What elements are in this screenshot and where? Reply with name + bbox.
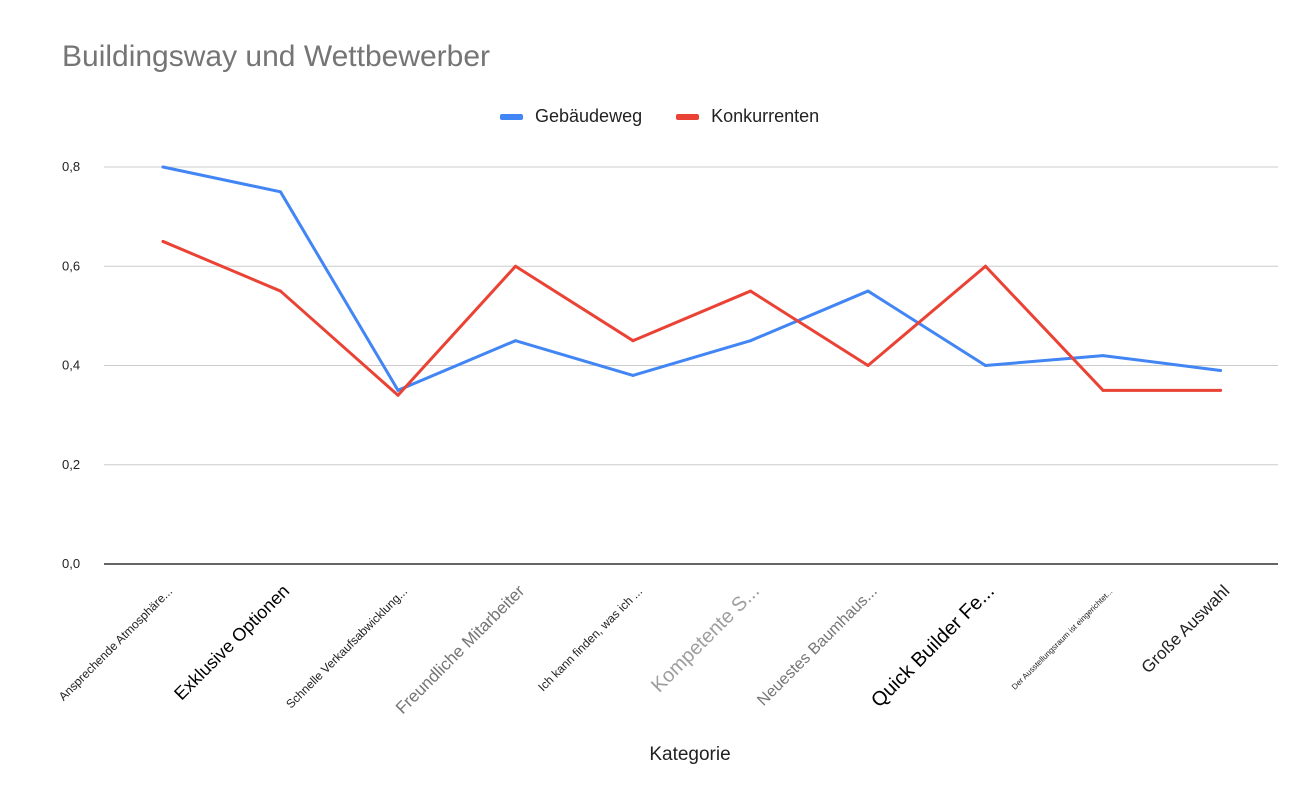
x-tick-label: Schnelle Verkaufsabwicklung...: [283, 584, 410, 711]
data-point-series-2: [984, 264, 987, 268]
data-point-series-1: [1101, 354, 1105, 358]
y-tick-label: 0,8: [62, 159, 80, 174]
legend-swatch-series-2: [676, 113, 700, 120]
x-tick-label: Große Auswahl: [1138, 581, 1234, 677]
y-tick-label: 0,2: [62, 457, 80, 472]
data-point-series-2: [1219, 388, 1222, 392]
data-point-series-1: [396, 388, 400, 392]
data-point-series-2: [279, 289, 282, 293]
series-line-2: [161, 239, 1222, 397]
x-tick-label: Freundliche Mitarbeiter: [392, 581, 529, 718]
legend-item-series-1[interactable]: Gebäudeweg: [500, 106, 642, 127]
y-tick-label: 0,6: [62, 258, 80, 273]
data-point-series-2: [866, 364, 870, 367]
y-tick-label: 0,4: [62, 358, 80, 373]
legend: Gebäudeweg Konkurrenten: [500, 106, 819, 127]
data-point-series-1: [749, 339, 752, 343]
x-tick-label: Ich kann finden, was ich ...: [535, 584, 645, 694]
data-point-series-2: [161, 239, 165, 243]
data-point-series-1: [984, 364, 987, 367]
x-tick-label: Kompetente S...: [647, 580, 764, 697]
x-axis-title: Kategorie: [649, 744, 731, 765]
data-point-series-1: [514, 339, 517, 343]
data-point-series-1: [1219, 368, 1222, 372]
data-point-series-2: [631, 339, 635, 343]
chart-title: Buildingsway und Wettbewerber: [62, 40, 491, 73]
data-point-series-2: [749, 289, 752, 293]
y-tick-label: 0,0: [62, 556, 80, 571]
legend-label-series-2: Konkurrenten: [711, 106, 820, 126]
x-tick-label: Neuestes Baumhaus...: [754, 583, 880, 709]
x-tick-label: Exklusive Optionen: [170, 581, 293, 704]
data-point-series-2: [514, 264, 517, 268]
data-point-series-2: [396, 393, 400, 397]
series-line-1: [161, 165, 1222, 392]
legend-label-series-1: Gebäudeweg: [535, 106, 643, 126]
data-point-series-1: [161, 165, 165, 169]
x-tick-label: Quick Builder Fe...: [867, 580, 999, 712]
legend-item-series-2[interactable]: Konkurrenten: [676, 106, 819, 127]
legend-swatch-series-1: [500, 113, 523, 120]
data-point-series-1: [631, 373, 635, 377]
data-point-series-1: [279, 190, 282, 194]
x-tick-label: Ansprechende Atmosphäre...: [56, 584, 175, 703]
data-point-series-1: [866, 289, 870, 293]
data-point-series-2: [1101, 388, 1105, 392]
x-tick-label: Der Ausstellungsraum ist eingerichtet...: [1010, 587, 1114, 691]
